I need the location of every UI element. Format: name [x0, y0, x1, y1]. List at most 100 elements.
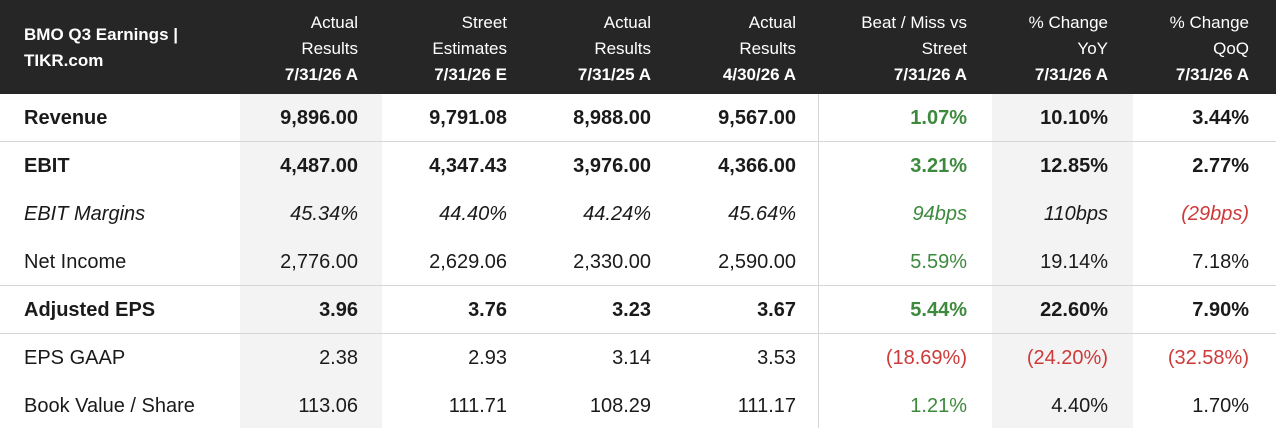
col-2-date: 7/31/26 E	[434, 65, 507, 84]
cell-qoq: (32.58%)	[1167, 347, 1249, 369]
column-header-3: Actual Results 7/31/25 A	[578, 10, 651, 88]
cell-yoy: 10.10%	[1040, 107, 1108, 129]
cell-qoq: 1.70%	[1192, 395, 1249, 417]
cell-prior-quarter: 9,567.00	[718, 107, 796, 129]
cell-estimate: 2,629.06	[429, 251, 507, 273]
cell-qoq: 3.44%	[1192, 107, 1249, 129]
col-5-date: 7/31/26 A	[893, 65, 967, 84]
cell-estimate: 3.76	[468, 299, 507, 321]
row-label: Adjusted EPS	[24, 299, 156, 321]
table-row-net-income: Net Income 2,776.00 2,629.06 2,330.00 2,…	[0, 238, 1276, 286]
col-1-date: 7/31/26 A	[284, 65, 358, 84]
cell-actual: 113.06	[298, 395, 358, 417]
col-5-line2: Street	[921, 39, 967, 58]
column-header-2: Street Estimates 7/31/26 E	[432, 10, 507, 88]
cell-actual: 45.34%	[290, 203, 358, 225]
cell-estimate: 9,791.08	[429, 107, 507, 129]
cell-actual: 2.38	[319, 347, 358, 369]
column-divider	[818, 94, 819, 428]
cell-yoy: (24.20%)	[1026, 347, 1108, 369]
row-label: Revenue	[24, 107, 108, 129]
cell-prior-quarter: 4,366.00	[718, 155, 796, 177]
shaded-column-yoy	[992, 94, 1133, 428]
table-row-adjusted-eps: Adjusted EPS 3.96 3.76 3.23 3.67 5.44% 2…	[0, 286, 1276, 334]
col-5-line1: Beat / Miss vs	[861, 13, 967, 32]
cell-beat-miss: 94bps	[912, 203, 968, 225]
col-4-date: 4/30/26 A	[722, 65, 796, 84]
cell-actual: 4,487.00	[280, 155, 358, 177]
col-4-line1: Actual	[748, 13, 796, 32]
cell-actual: 2,776.00	[280, 251, 358, 273]
cell-prior-quarter: 3.53	[757, 347, 796, 369]
table-title: BMO Q3 Earnings | TIKR.com	[24, 22, 214, 74]
cell-prior-year: 8,988.00	[573, 107, 651, 129]
col-1-line2: Results	[301, 39, 358, 58]
cell-prior-quarter: 3.67	[757, 299, 796, 321]
cell-beat-miss: 3.21%	[910, 155, 967, 177]
cell-qoq: (29bps)	[1181, 203, 1249, 225]
table-row-ebit: EBIT 4,487.00 4,347.43 3,976.00 4,366.00…	[0, 142, 1276, 190]
col-3-line2: Results	[594, 39, 651, 58]
row-label: Net Income	[24, 251, 127, 273]
cell-prior-quarter: 2,590.00	[718, 251, 796, 273]
column-header-5: Beat / Miss vs Street 7/31/26 A	[861, 10, 967, 88]
col-2-line2: Estimates	[432, 39, 507, 58]
col-2-line1: Street	[461, 13, 507, 32]
cell-beat-miss: 5.59%	[910, 251, 967, 273]
cell-prior-quarter: 45.64%	[728, 203, 796, 225]
table-row-ebit-margins: EBIT Margins 45.34% 44.40% 44.24% 45.64%…	[0, 190, 1276, 238]
cell-estimate: 111.71	[448, 395, 507, 417]
cell-beat-miss: 1.21%	[910, 395, 967, 417]
column-header-1: Actual Results 7/31/26 A	[285, 10, 358, 88]
cell-yoy: 19.14%	[1040, 251, 1108, 273]
col-1-line1: Actual	[310, 13, 358, 32]
row-label: Book Value / Share	[24, 395, 195, 417]
cell-qoq: 7.90%	[1192, 299, 1249, 321]
table-header: BMO Q3 Earnings | TIKR.com Actual Result…	[0, 0, 1276, 94]
cell-prior-year: 108.29	[589, 395, 651, 417]
cell-yoy: 4.40%	[1051, 395, 1108, 417]
cell-qoq: 7.18%	[1192, 251, 1249, 273]
column-header-4: Actual Results 4/30/26 A	[723, 10, 796, 88]
row-label: EBIT Margins	[24, 203, 146, 225]
cell-prior-year: 3,976.00	[573, 155, 651, 177]
title-text: BMO Q3 Earnings | TIKR.com	[24, 25, 179, 70]
cell-prior-year: 2,330.00	[573, 251, 651, 273]
col-3-line1: Actual	[603, 13, 651, 32]
cell-estimate: 4,347.43	[429, 155, 507, 177]
column-header-6: % Change YoY 7/31/26 A	[1029, 10, 1108, 88]
cell-beat-miss: 1.07%	[910, 107, 967, 129]
cell-actual: 3.96	[319, 299, 358, 321]
col-6-date: 7/31/26 A	[1034, 65, 1108, 84]
row-divider	[0, 333, 1276, 334]
col-7-line1: % Change	[1169, 13, 1249, 32]
col-3-date: 7/31/25 A	[577, 65, 651, 84]
cell-actual: 9,896.00	[280, 107, 358, 129]
col-6-line2: YoY	[1077, 39, 1108, 58]
col-7-date: 7/31/26 A	[1175, 65, 1249, 84]
table-row-revenue: Revenue 9,896.00 9,791.08 8,988.00 9,567…	[0, 94, 1276, 142]
cell-beat-miss: (18.69%)	[885, 347, 967, 369]
col-6-line1: % Change	[1028, 13, 1108, 32]
cell-yoy: 110bps	[1043, 203, 1108, 225]
column-header-7: % Change QoQ 7/31/26 A	[1170, 10, 1249, 88]
row-divider	[0, 285, 1276, 286]
shaded-column-actual	[240, 94, 382, 428]
cell-prior-year: 3.23	[612, 299, 651, 321]
row-label: EPS GAAP	[24, 347, 126, 369]
cell-estimate: 44.40%	[439, 203, 507, 225]
cell-yoy: 12.85%	[1040, 155, 1108, 177]
cell-prior-year: 3.14	[612, 347, 651, 369]
cell-beat-miss: 5.44%	[910, 299, 967, 321]
cell-estimate: 2.93	[468, 347, 507, 369]
cell-prior-year: 44.24%	[583, 203, 651, 225]
cell-qoq: 2.77%	[1192, 155, 1249, 177]
row-label: EBIT	[24, 155, 70, 177]
cell-prior-quarter: 111.17	[737, 395, 796, 417]
col-4-line2: Results	[739, 39, 796, 58]
table-row-eps-gaap: EPS GAAP 2.38 2.93 3.14 3.53 (18.69%) (2…	[0, 334, 1276, 382]
cell-yoy: 22.60%	[1040, 299, 1108, 321]
row-divider	[0, 141, 1276, 142]
table-row-book-value: Book Value / Share 113.06 111.71 108.29 …	[0, 382, 1276, 430]
